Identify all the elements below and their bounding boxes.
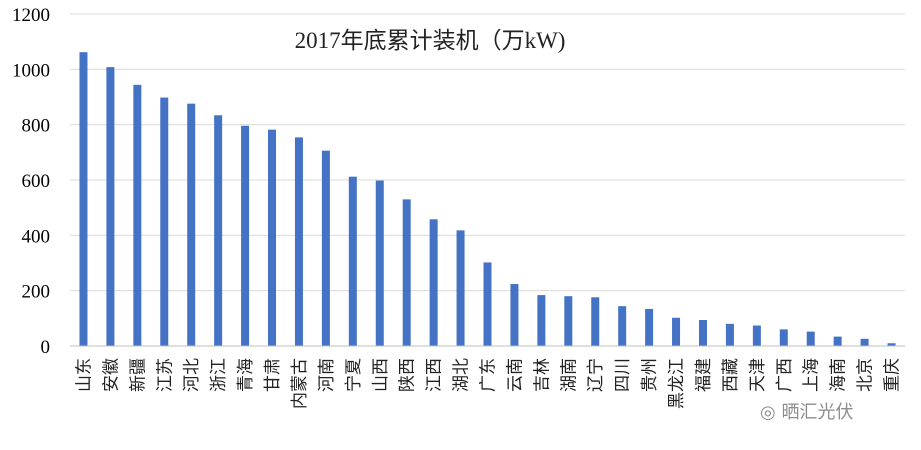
y-tick-label: 200 (22, 282, 51, 303)
category-label: 西藏 (721, 358, 741, 392)
y-tick-label: 1200 (12, 5, 50, 26)
bars (79, 52, 896, 347)
bar-4 (160, 97, 169, 346)
bar-1 (79, 52, 88, 347)
category-label: 重庆 (883, 358, 903, 392)
y-tick-label: 0 (41, 337, 51, 358)
category-label: 内蒙古 (290, 358, 310, 409)
category-label: 山东 (74, 358, 94, 392)
category-label: 河南 (317, 358, 337, 392)
category-label: 河北 (182, 358, 202, 392)
bar-26 (752, 325, 761, 346)
bar-31 (887, 343, 896, 346)
bar-28 (806, 331, 815, 346)
category-label: 四川 (613, 358, 633, 392)
bar-30 (860, 338, 869, 346)
bar-3 (133, 84, 142, 347)
category-label: 广东 (479, 358, 499, 392)
bar-16 (483, 262, 492, 346)
category-label: 青海 (236, 358, 256, 392)
bar-29 (833, 336, 842, 346)
category-label: 湖北 (452, 358, 472, 392)
y-tick-label: 400 (22, 226, 51, 247)
category-label: 江西 (425, 358, 445, 392)
category-label: 云南 (505, 358, 525, 392)
wechat-icon: ◎ (760, 402, 776, 423)
bar-20 (591, 297, 600, 346)
bar-7 (241, 125, 250, 346)
y-axis-ticks: 0 200 400 600 800 1000 1200 (12, 5, 50, 358)
bar-19 (564, 296, 573, 346)
category-label: 上海 (802, 358, 822, 392)
category-label: 北京 (856, 358, 876, 392)
bar-13 (402, 199, 411, 346)
category-label: 甘肃 (263, 358, 283, 392)
category-label: 福建 (694, 358, 714, 392)
category-label: 黑龙江 (667, 358, 687, 409)
bar-22 (645, 308, 654, 346)
category-label: 浙江 (209, 358, 229, 392)
category-label: 海南 (829, 358, 849, 392)
bar-9 (294, 137, 303, 346)
bar-17 (510, 284, 519, 346)
bar-8 (268, 129, 277, 346)
category-label: 吉林 (532, 358, 552, 392)
category-label: 江苏 (155, 358, 175, 392)
bar-2 (106, 67, 115, 347)
category-label: 广西 (775, 358, 795, 392)
bar-12 (375, 180, 384, 346)
y-tick-label: 600 (22, 171, 51, 192)
watermark-text: 晒汇光伏 (781, 402, 854, 423)
y-tick-label: 1000 (12, 60, 50, 81)
bar-5 (187, 103, 196, 346)
category-labels: 山东 安徽 新疆 江苏 河北 浙江 青海 甘肃 内蒙古 河南 宁夏 山西 陕西 江西 湖北 广东 云南 吉林 湖南辽… (74, 358, 902, 409)
y-tick-label: 800 (22, 116, 51, 137)
bar-18 (537, 295, 546, 346)
category-label: 湖南 (559, 358, 579, 392)
bar-11 (348, 176, 357, 346)
bar-14 (429, 219, 438, 346)
category-label: 新疆 (128, 358, 148, 392)
category-label: 安徽 (101, 358, 121, 392)
bar-15 (456, 230, 465, 346)
category-label: 宁夏 (344, 358, 364, 392)
bar-27 (779, 329, 788, 346)
bar-24 (698, 319, 707, 346)
bar-6 (214, 115, 223, 346)
category-label: 陕西 (398, 358, 418, 392)
category-label: 天津 (748, 358, 768, 392)
category-label: 贵州 (640, 358, 660, 392)
bar-25 (725, 323, 734, 346)
watermark: ◎ 晒汇光伏 (760, 398, 853, 424)
bar-10 (321, 150, 330, 346)
chart-title: 2017年底累计装机（万kW) (295, 28, 566, 53)
bar-23 (672, 317, 681, 346)
category-label: 辽宁 (586, 358, 606, 392)
gridlines (70, 13, 905, 292)
category-label: 山西 (371, 358, 391, 392)
bar-21 (618, 306, 627, 346)
